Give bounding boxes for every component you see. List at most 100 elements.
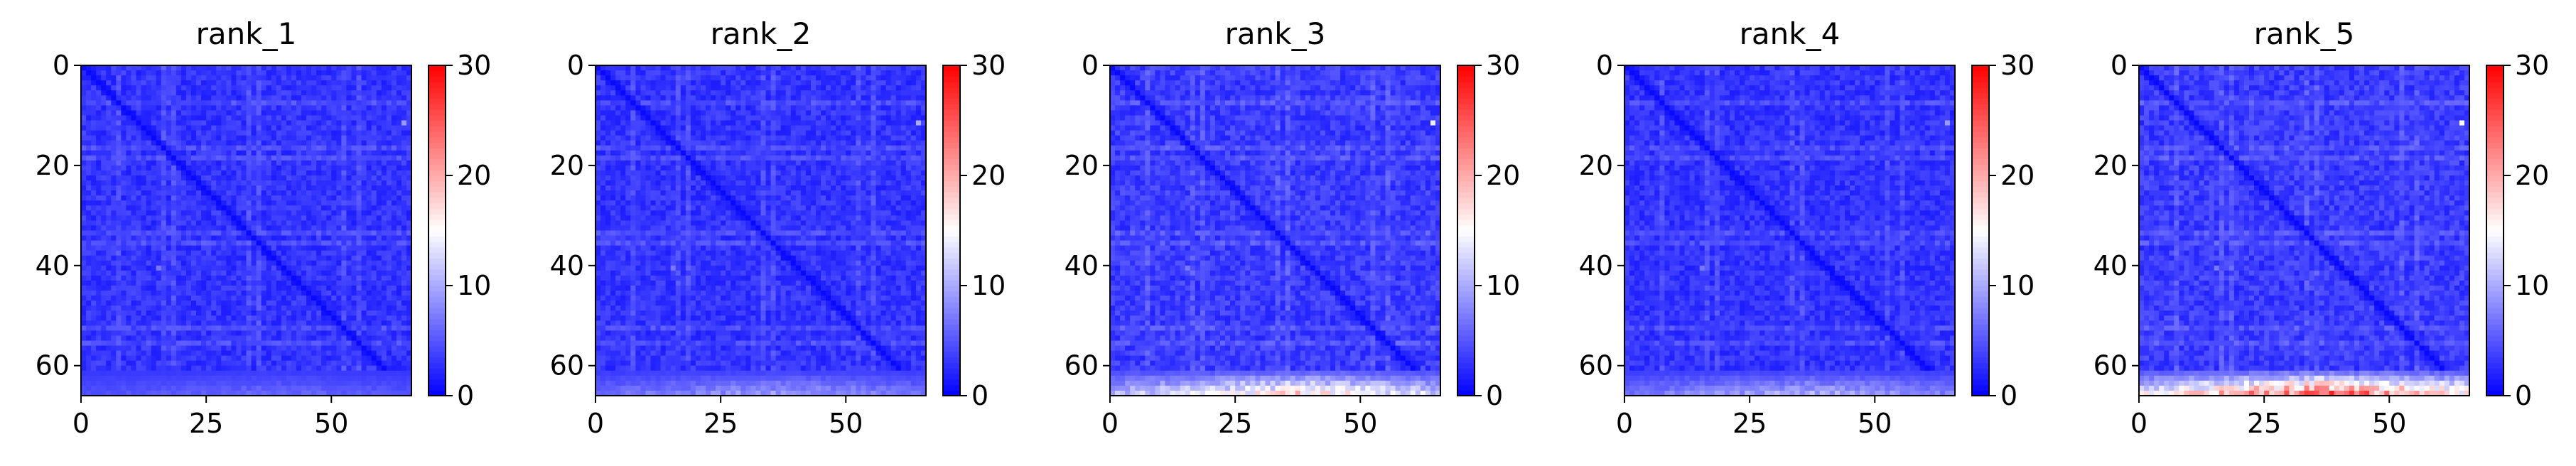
heatmap-cell — [321, 115, 327, 121]
heatmap-cell — [311, 286, 317, 291]
heatmap-cell — [372, 156, 377, 161]
heatmap-cell — [196, 110, 202, 116]
heatmap-cell — [296, 175, 302, 181]
heatmap-cell — [221, 320, 227, 326]
heatmap-cell — [111, 205, 117, 211]
heatmap-cell — [247, 115, 252, 121]
heatmap-cell — [891, 100, 897, 106]
heatmap-cell — [301, 141, 307, 146]
heatmap-cell — [141, 356, 147, 362]
heatmap-cell — [126, 276, 131, 281]
heatmap-cell — [771, 90, 777, 96]
heatmap-cell — [161, 175, 167, 181]
heatmap-cell — [262, 121, 267, 126]
heatmap-cell — [640, 65, 646, 71]
heatmap-cell — [151, 65, 157, 71]
heatmap-cell — [111, 85, 117, 91]
heatmap-cell — [176, 131, 182, 136]
heatmap-cell — [706, 80, 711, 86]
heatmap-cell — [891, 95, 897, 101]
heatmap-cell — [181, 371, 187, 376]
heatmap-cell — [866, 65, 871, 71]
heatmap-cell — [131, 366, 136, 372]
heatmap-cell — [896, 90, 902, 96]
heatmap-cell — [816, 75, 821, 81]
heatmap-cell — [247, 80, 252, 86]
heatmap-cell — [716, 85, 721, 91]
heatmap-cell — [131, 266, 136, 271]
heatmap-cell — [81, 256, 87, 261]
heatmap-cell — [126, 271, 131, 276]
heatmap-cell — [96, 286, 102, 291]
heatmap-cell — [201, 305, 207, 311]
heatmap-cell — [306, 381, 312, 386]
heatmap-cell — [397, 246, 402, 251]
heatmap-cell — [236, 351, 242, 357]
heatmap-cell — [136, 246, 142, 251]
heatmap-cell — [86, 271, 92, 276]
heatmap-cell — [671, 100, 677, 106]
heatmap-cell — [341, 286, 347, 291]
heatmap-cell — [286, 205, 292, 211]
heatmap-cell — [266, 115, 272, 121]
heatmap-cell — [86, 141, 92, 146]
heatmap-cell — [341, 266, 347, 271]
heatmap-cell — [276, 80, 282, 86]
heatmap-cell — [176, 105, 182, 111]
heatmap-cell — [206, 100, 212, 106]
heatmap-cell — [151, 110, 157, 116]
heatmap-cell — [357, 115, 362, 121]
heatmap-cell — [241, 75, 247, 81]
heatmap-cell — [296, 205, 302, 211]
heatmap-cell — [257, 126, 262, 131]
heatmap-cell — [666, 100, 672, 106]
heatmap-cell — [377, 90, 382, 96]
heatmap-cell — [131, 210, 136, 216]
heatmap-cell — [211, 131, 217, 136]
heatmap-cell — [357, 241, 362, 246]
heatmap-cell — [126, 126, 131, 131]
heatmap-cell — [296, 146, 302, 151]
heatmap-cell — [816, 70, 821, 76]
heatmap-cell — [126, 246, 131, 251]
heatmap-cell — [346, 281, 352, 286]
heatmap-cell — [252, 376, 257, 381]
heatmap-cell — [201, 70, 207, 76]
heatmap-cell — [186, 151, 192, 156]
heatmap-cell — [181, 330, 187, 336]
heatmap-cell — [171, 241, 177, 246]
heatmap-cell — [276, 341, 282, 347]
heatmap-cell — [392, 180, 397, 186]
heatmap-cell — [262, 271, 267, 276]
heatmap-cell — [271, 246, 277, 251]
heatmap-cell — [141, 210, 147, 216]
heatmap-cell — [357, 276, 362, 281]
heatmap-cell — [266, 236, 272, 242]
heatmap-cell — [336, 305, 342, 311]
heatmap-cell — [387, 246, 392, 251]
heatmap-cell — [236, 325, 242, 331]
heatmap-cell — [271, 251, 277, 256]
heatmap-cell — [357, 146, 362, 151]
heatmap-cell — [161, 366, 167, 372]
heatmap-cell — [331, 210, 337, 216]
heatmap-cell — [111, 195, 117, 201]
heatmap-cell — [211, 170, 217, 176]
heatmap-cell — [141, 261, 147, 266]
heatmap-cell — [151, 296, 157, 301]
heatmap-cell — [367, 296, 372, 301]
heatmap-cell — [131, 166, 136, 171]
heatmap-cell — [101, 161, 107, 166]
heatmap-cell — [121, 126, 126, 131]
heatmap-cell — [176, 156, 182, 161]
heatmap-cell — [336, 371, 342, 376]
heatmap-cell — [331, 180, 337, 186]
heatmap-cell — [861, 80, 866, 86]
heatmap-cell — [301, 296, 307, 301]
heatmap-cell — [262, 236, 267, 242]
heatmap-cell — [121, 166, 126, 171]
heatmap-cell — [106, 121, 112, 126]
heatmap-cell — [111, 190, 117, 196]
heatmap-cell — [191, 175, 197, 181]
heatmap-cell — [276, 346, 282, 352]
